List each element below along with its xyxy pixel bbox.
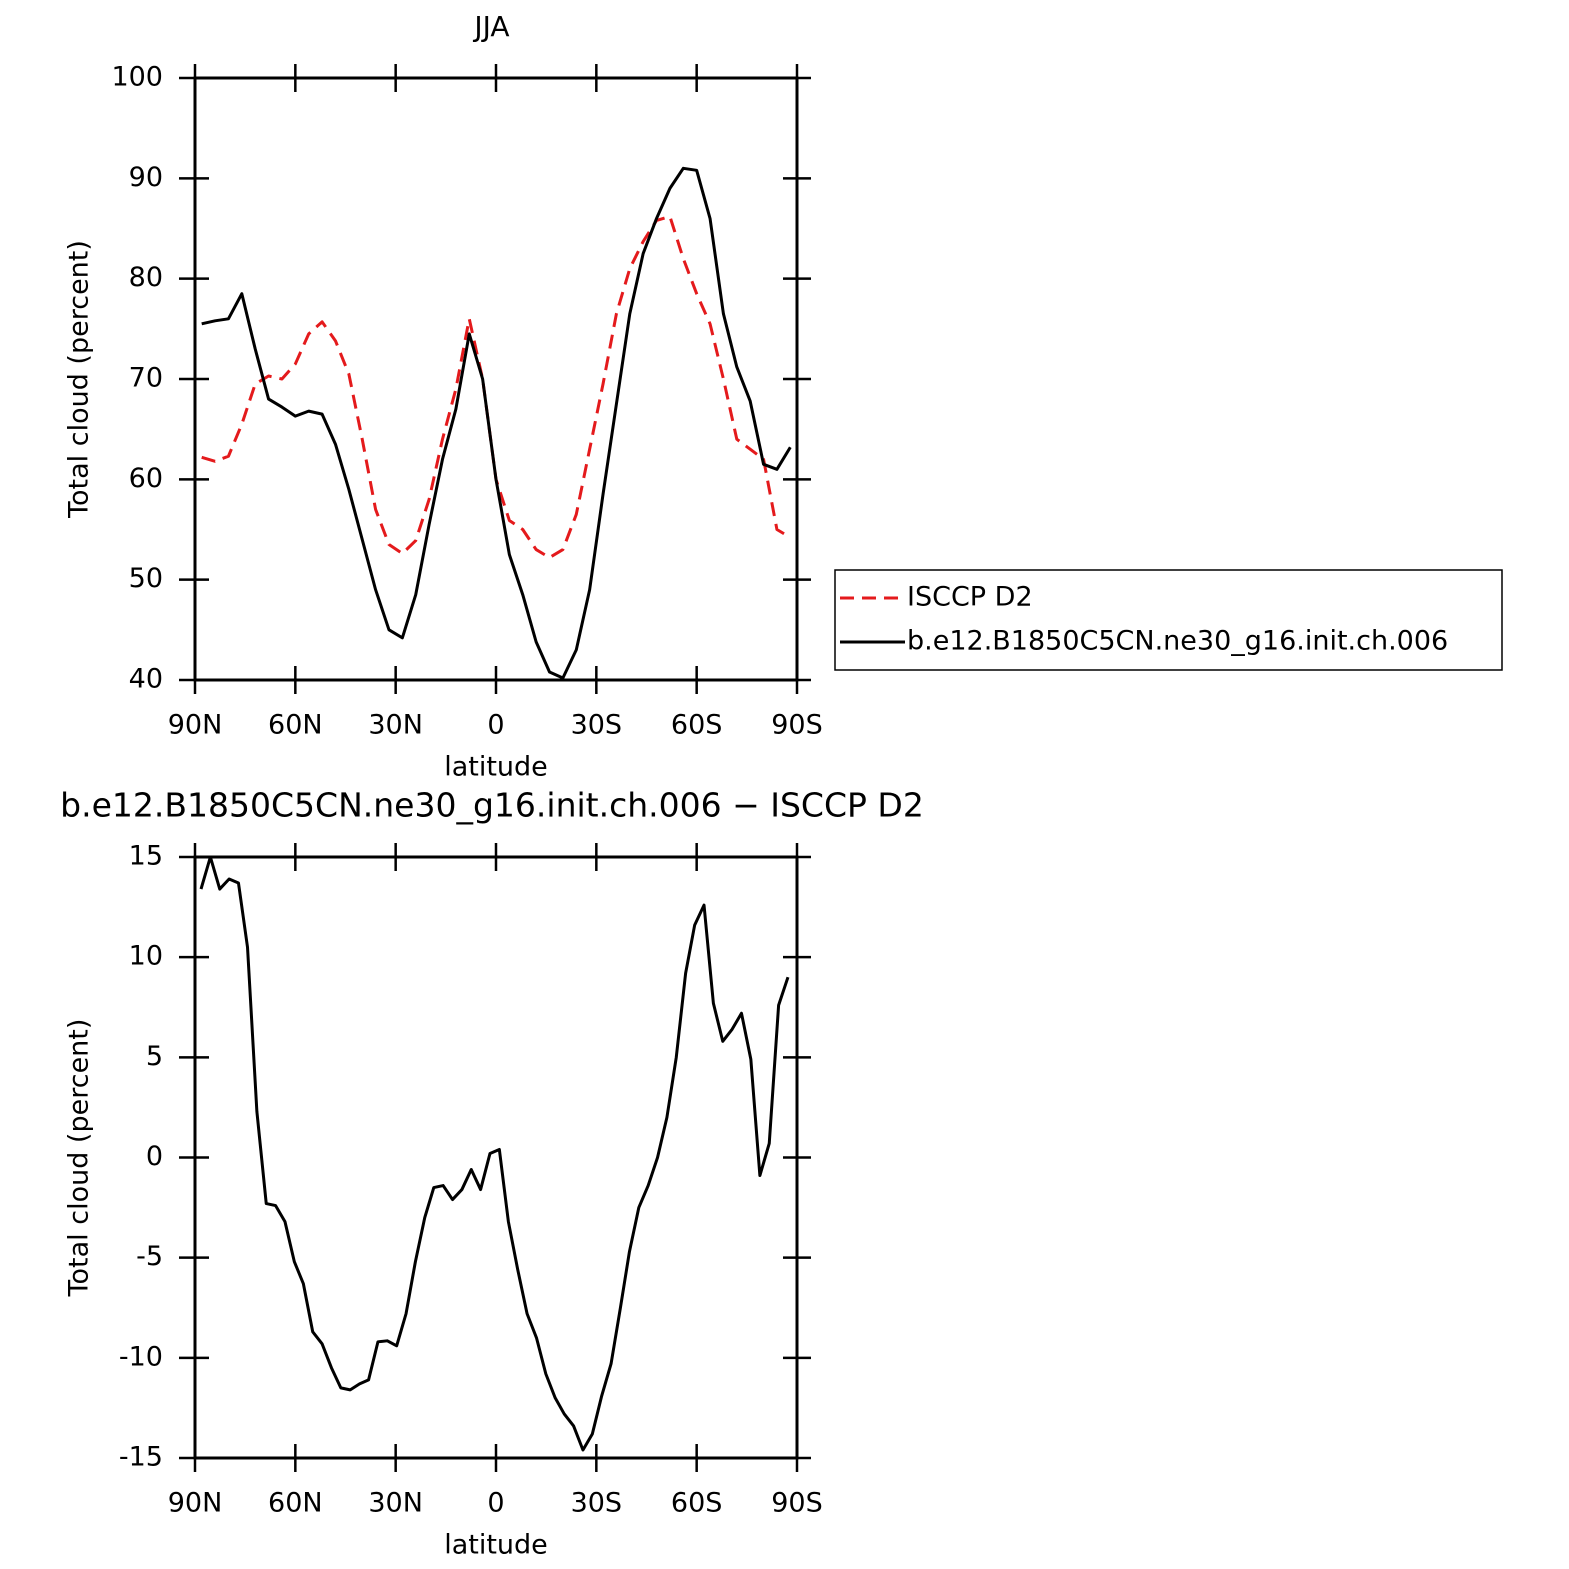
data-line xyxy=(201,214,792,560)
x-axis-label: latitude xyxy=(444,752,548,783)
x-tick-label: 90N xyxy=(168,710,223,741)
y-axis-label: Total cloud (percent) xyxy=(64,240,95,519)
panel: b.e12.B1850C5CN.ne30_g16.init.ch.006 − I… xyxy=(60,786,924,1561)
chart-title: JJA xyxy=(472,10,509,43)
x-tick-label: 60N xyxy=(268,710,323,741)
x-tick-label: 60S xyxy=(671,710,723,741)
y-tick-label: 80 xyxy=(129,262,163,293)
data-line xyxy=(201,166,792,680)
x-tick-label: 0 xyxy=(487,1488,504,1519)
chart-title: b.e12.B1850C5CN.ne30_g16.init.ch.006 − I… xyxy=(60,786,924,825)
y-tick-label: 70 xyxy=(129,363,163,394)
y-tick-label: -15 xyxy=(119,1442,163,1473)
x-tick-label: 0 xyxy=(487,710,504,741)
y-tick-label: 90 xyxy=(129,162,163,193)
x-tick-label: 90S xyxy=(771,710,823,741)
y-tick-label: 5 xyxy=(146,1041,163,1072)
plot-frame xyxy=(193,855,799,1460)
y-tick-label: 60 xyxy=(129,463,163,494)
x-tick-label: 90N xyxy=(168,1488,223,1519)
y-axis-label: Total cloud (percent) xyxy=(64,1019,95,1298)
x-tick-label: 90S xyxy=(771,1488,823,1519)
y-tick-label: 0 xyxy=(146,1141,163,1172)
x-tick-label: 30S xyxy=(571,1488,623,1519)
x-tick-label: 60N xyxy=(268,1488,323,1519)
y-tick-label: -5 xyxy=(136,1241,163,1272)
x-axis-label: latitude xyxy=(444,1530,548,1561)
legend-box xyxy=(834,569,1503,671)
panel: JJA latitude Total cloud (percent) 90N 60N 30… xyxy=(64,10,823,783)
plot-frame xyxy=(193,76,799,682)
x-tick-label: 30S xyxy=(571,710,623,741)
x-tick-label: 30N xyxy=(368,1488,423,1519)
y-tick-label: 40 xyxy=(129,664,163,695)
y-tick-label: 10 xyxy=(129,941,163,972)
y-tick-label: 15 xyxy=(129,841,163,872)
legend-label: b.e12.B1850C5CN.ne30_g16.init.ch.006 xyxy=(907,626,1448,657)
y-tick-label: 100 xyxy=(111,62,163,93)
data-line xyxy=(199,855,790,1452)
x-tick-label: 60S xyxy=(671,1488,723,1519)
legend-label: ISCCP D2 xyxy=(907,582,1033,613)
x-tick-label: 30N xyxy=(368,710,423,741)
y-tick-label: 50 xyxy=(129,563,163,594)
legend: ISCCP D2 b.e12.B1850C5CN.ne30_g16.init.ch… xyxy=(834,569,1503,671)
y-tick-label: -10 xyxy=(119,1341,163,1372)
